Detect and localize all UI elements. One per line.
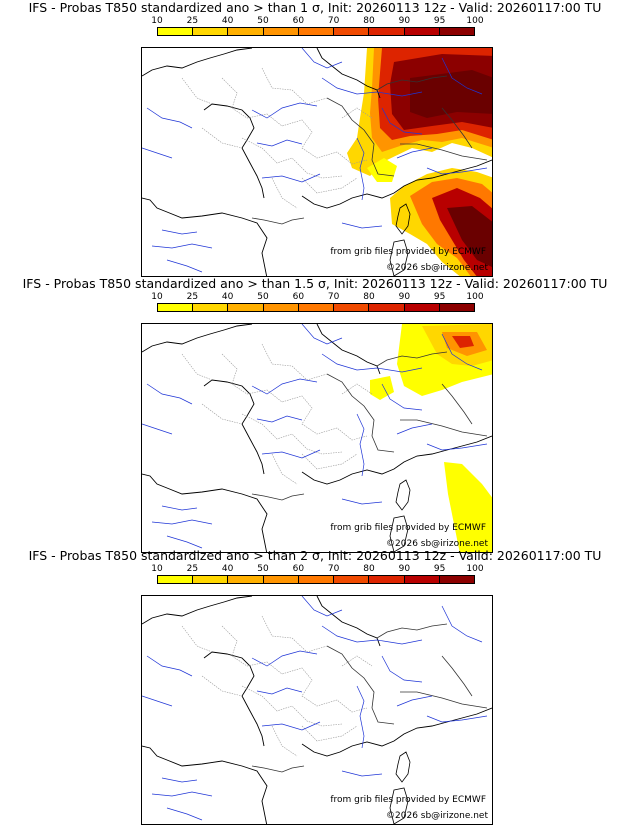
map-canvas [142,48,492,276]
colorbar-tick-label: 10 [151,16,163,26]
probability-map: from grib files provided by ECMWF ©2026 … [141,47,493,277]
colorbar-swatch [298,304,335,311]
colorbar-tick-label: 10 [151,292,163,302]
colorbar-tick-label: 80 [363,564,375,574]
colorbar-tick-label: 70 [327,292,340,302]
probability-map: from grib files provided by ECMWF ©2026 … [141,595,493,825]
colorbar-swatch [334,28,370,35]
probability-map: from grib files provided by ECMWF ©2026 … [141,323,493,553]
source-credit: from grib files provided by ECMWF [330,523,486,533]
colorbar-tick-label: 25 [186,564,199,574]
colorbar-tick-label: 90 [398,292,411,302]
colorbar-swatch [228,576,264,583]
map-panel-2: IFS - Probas T850 standardized ano > tha… [0,276,630,553]
colorbar-swatch [369,576,405,583]
panel-title: IFS - Probas T850 standardized ano > tha… [22,276,608,291]
panel-title: IFS - Probas T850 standardized ano > tha… [28,0,602,15]
colorbar-tick-label: 100 [466,292,484,302]
colorbar-swatch [263,576,299,583]
colorbar-tick-label: 80 [363,16,375,26]
colorbar-swatch [228,304,264,311]
colorbar: 10 25 40 50 60 70 80 90 95 100 [151,16,484,44]
source-credit: from grib files provided by ECMWF [330,795,486,805]
colorbar-swatch [369,28,405,35]
colorbar-swatch [334,304,370,311]
colorbar-swatch [439,28,474,35]
copyright-credit: ©2026 sb@irizone.net [386,263,488,273]
colorbar-swatch [404,576,440,583]
colorbar-swatches [157,303,475,312]
colorbar-swatch [228,28,264,35]
colorbar-swatch [193,28,229,35]
colorbar-tick-label: 25 [186,292,199,302]
colorbar: 10 25 40 50 60 70 80 90 95 100 [151,292,484,320]
colorbar-tick-label: 60 [292,564,305,574]
colorbar-tick-label: 100 [466,564,484,574]
colorbar-swatches [157,575,475,584]
colorbar-swatch [193,304,229,311]
colorbar-swatch [369,304,405,311]
colorbar-swatch [298,576,335,583]
colorbar-swatch [404,304,440,311]
probability-field [347,48,492,276]
colorbar-tick-label: 40 [221,292,234,302]
colorbar-tick-label: 25 [186,16,199,26]
colorbar-tick-label: 90 [398,564,411,574]
colorbar-tick-label: 95 [433,16,446,26]
map-panel-3: IFS - Probas T850 standardized ano > tha… [0,548,630,825]
colorbar-tick-label: 90 [398,16,411,26]
colorbar-swatch [404,28,440,35]
colorbar-tick-label: 40 [221,564,234,574]
colorbar-swatch [158,576,194,583]
source-credit: from grib files provided by ECMWF [330,247,486,257]
colorbar-tick-label: 70 [327,16,340,26]
colorbar-swatch [193,576,229,583]
map-panel-1: IFS - Probas T850 standardized ano > tha… [0,0,630,277]
colorbar-swatch [158,28,194,35]
colorbar-tick-label: 10 [151,564,163,574]
colorbar-ticks: 10 25 40 50 60 70 80 90 95 100 [151,16,483,26]
colorbar-tick-label: 80 [363,292,375,302]
colorbar-swatch [158,304,194,311]
colorbar-tick-label: 40 [221,16,234,26]
colorbar-tick-label: 100 [466,16,484,26]
probability-field [370,324,492,552]
copyright-credit: ©2026 sb@irizone.net [386,811,488,821]
map-canvas [142,596,492,824]
colorbar-tick-label: 95 [433,564,446,574]
colorbar-tick-label: 60 [292,16,305,26]
colorbar-ticks: 10 25 40 50 60 70 80 90 95 100 [151,292,483,302]
colorbar-swatch [439,576,474,583]
colorbar-swatch [439,304,474,311]
colorbar-tick-label: 50 [257,564,269,574]
copyright-credit: ©2026 sb@irizone.net [386,539,488,549]
colorbar-tick-label: 50 [257,16,269,26]
colorbar-tick-label: 60 [292,292,305,302]
colorbar-tick-label: 95 [433,292,446,302]
colorbar-swatch [263,28,299,35]
colorbar: 10 25 40 50 60 70 80 90 95 100 [151,564,484,592]
colorbar-swatches [157,27,475,36]
colorbar-tick-label: 70 [327,564,340,574]
map-canvas [142,324,492,552]
colorbar-swatch [263,304,299,311]
colorbar-tick-label: 50 [257,292,269,302]
panel-title: IFS - Probas T850 standardized ano > tha… [28,548,602,563]
colorbar-swatch [334,576,370,583]
colorbar-ticks: 10 25 40 50 60 70 80 90 95 100 [151,564,483,574]
colorbar-swatch [298,28,335,35]
